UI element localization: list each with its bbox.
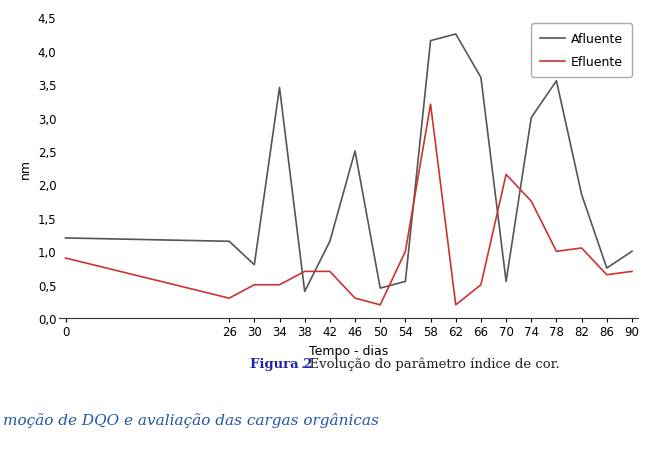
Afluente [628,249,636,254]
Efluente [628,269,636,274]
Afluente [62,236,70,241]
Afluente [502,279,510,284]
Afluente [603,266,611,271]
Efluente [603,273,611,278]
Y-axis label: nm: nm [19,158,32,178]
Text: . Evolução do parâmetro índice de cor.: . Evolução do parâmetro índice de cor. [301,357,559,371]
Afluente [426,39,434,44]
Efluente [578,246,586,251]
Efluente [301,269,309,274]
Afluente [477,76,485,81]
Afluente [553,79,561,84]
Efluente [502,172,510,178]
Efluente [251,283,259,288]
Efluente [62,256,70,261]
Efluente [351,296,359,301]
Efluente [401,249,409,254]
Afluente [376,286,384,291]
Afluente [401,279,409,284]
Efluente [527,199,535,204]
Text: Figura 2: Figura 2 [250,357,313,370]
Afluente [301,289,309,294]
Line: Afluente: Afluente [66,35,632,292]
Line: Efluente: Efluente [66,105,632,305]
Afluente [351,149,359,154]
Legend: Afluente, Efluente: Afluente, Efluente [531,25,632,78]
Afluente [225,239,233,244]
Efluente [225,296,233,301]
Efluente [452,303,460,308]
Afluente [251,263,259,268]
Text: moção de DQO e avaliação das cargas orgânicas: moção de DQO e avaliação das cargas orgâ… [3,412,379,427]
Afluente [276,86,284,91]
Efluente [376,303,384,308]
Efluente [477,283,485,288]
Afluente [326,239,334,244]
Efluente [553,249,561,254]
Afluente [527,116,535,121]
Efluente [326,269,334,274]
X-axis label: Tempo - dias: Tempo - dias [309,344,388,357]
Efluente [276,283,284,288]
Afluente [578,192,586,198]
Afluente [452,32,460,38]
Efluente [426,102,434,108]
